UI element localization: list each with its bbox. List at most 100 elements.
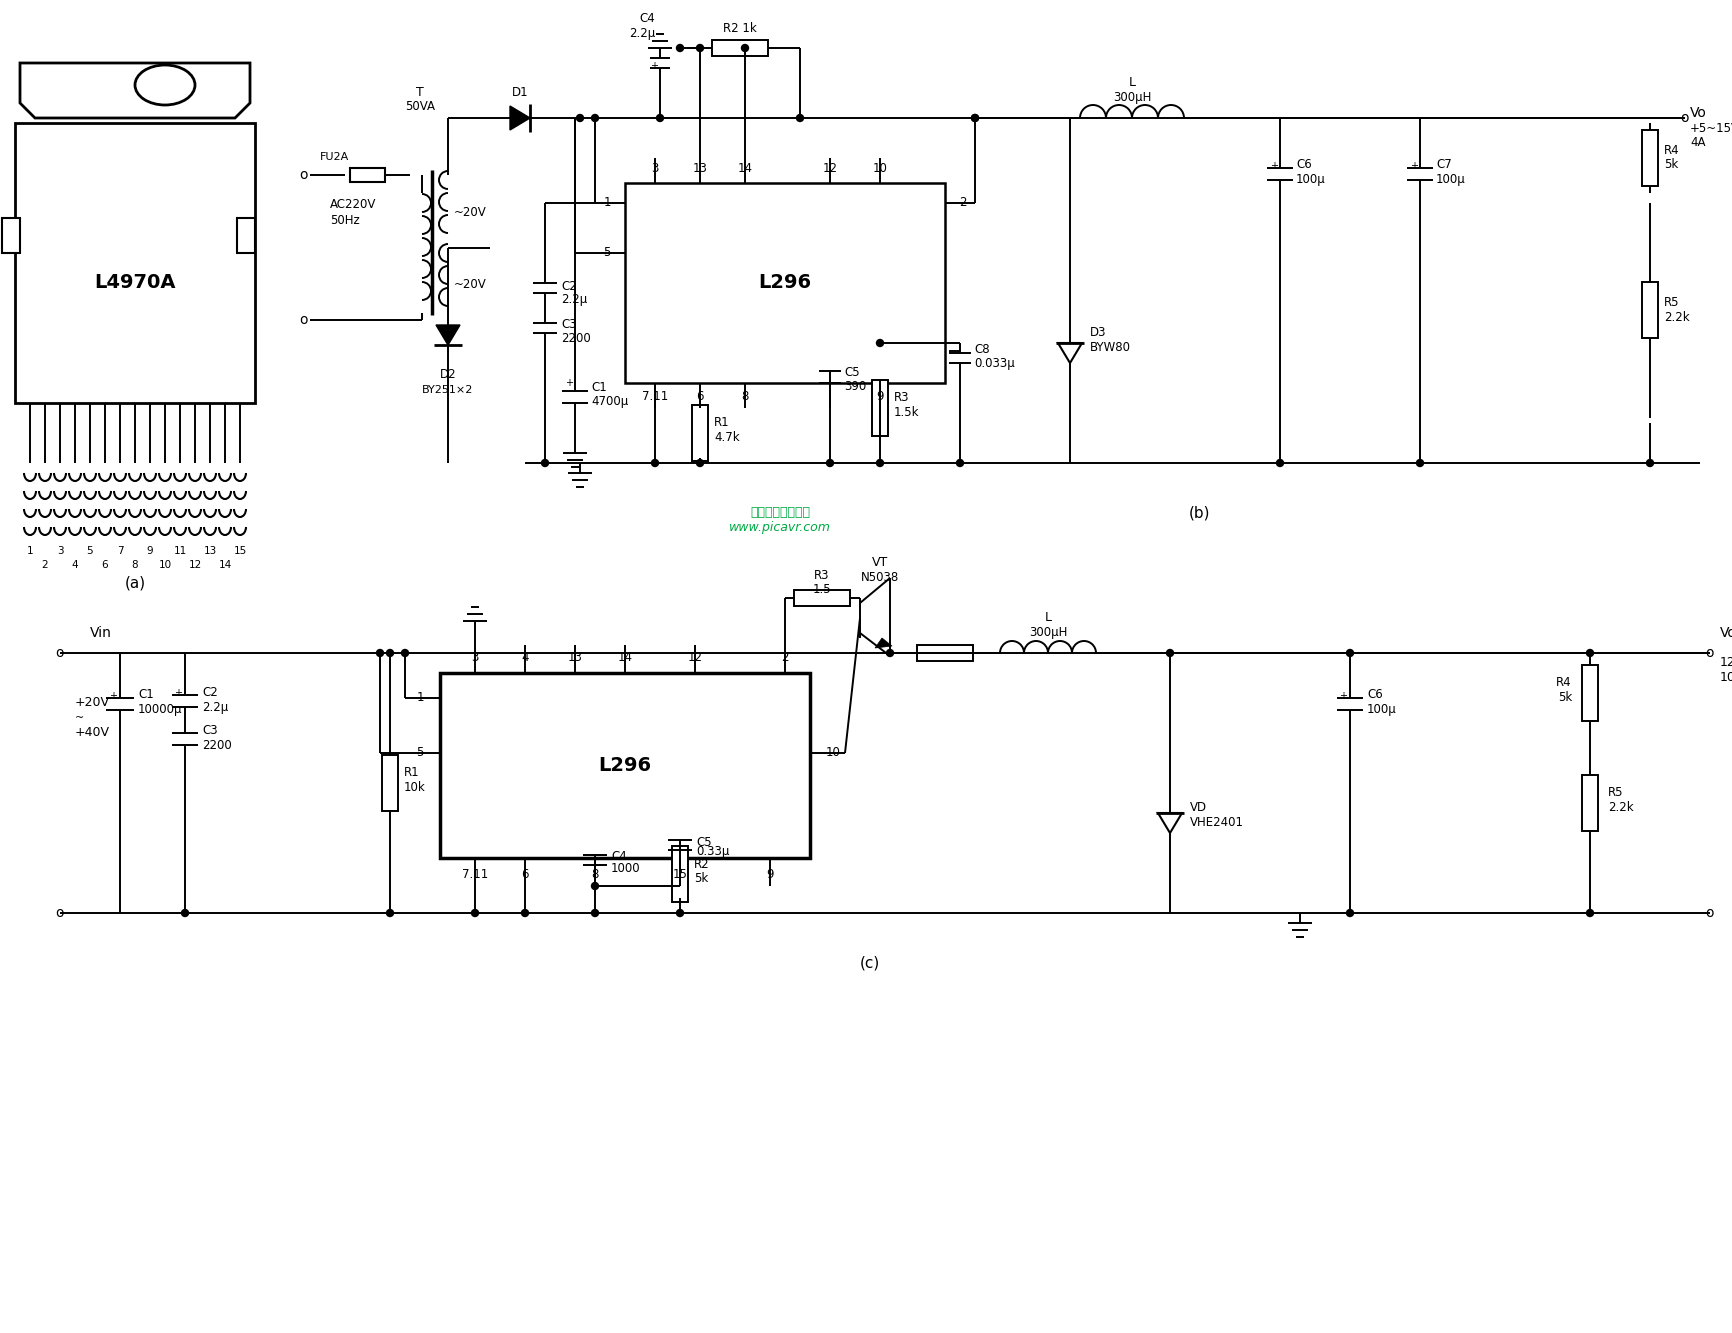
Text: 2.2k: 2.2k (1607, 801, 1633, 814)
Text: 1: 1 (416, 692, 424, 705)
Text: +: + (1270, 161, 1276, 171)
Circle shape (696, 44, 703, 52)
Bar (1581, 774, 1597, 830)
Text: C6: C6 (1296, 159, 1311, 172)
Text: 8: 8 (741, 391, 748, 404)
Text: R5: R5 (1607, 786, 1623, 800)
Text: 2.2μ: 2.2μ (629, 27, 655, 40)
Text: 4: 4 (521, 652, 528, 664)
Text: L: L (1044, 612, 1051, 624)
Text: VHE2401: VHE2401 (1190, 817, 1244, 829)
Circle shape (696, 460, 703, 467)
Bar (625, 183, 944, 383)
Circle shape (876, 460, 883, 467)
Polygon shape (436, 325, 459, 345)
Text: 12: 12 (189, 560, 201, 571)
Text: o: o (1704, 906, 1713, 920)
Circle shape (376, 649, 383, 656)
Bar (350, 168, 385, 183)
Text: 10k: 10k (404, 781, 426, 794)
Text: C7: C7 (1436, 159, 1451, 172)
Text: +40V: +40V (74, 726, 109, 740)
Circle shape (797, 115, 804, 121)
Text: +: + (565, 379, 573, 388)
Text: 12: 12 (823, 163, 837, 176)
Circle shape (741, 44, 748, 52)
Text: 13: 13 (693, 163, 707, 176)
Text: (c): (c) (859, 956, 880, 970)
Text: 13: 13 (568, 652, 582, 664)
Text: o: o (300, 313, 308, 327)
Circle shape (471, 909, 478, 917)
Circle shape (386, 649, 393, 656)
Text: 9: 9 (147, 547, 152, 556)
Text: 东图单片机学习网: 东图单片机学习网 (750, 507, 809, 520)
Text: 2200: 2200 (561, 332, 591, 345)
Text: 6: 6 (696, 391, 703, 404)
Text: 8: 8 (591, 868, 598, 881)
Text: L296: L296 (598, 757, 651, 776)
Bar (691, 405, 708, 461)
Circle shape (675, 44, 682, 52)
Text: +: + (650, 61, 658, 71)
Text: C1: C1 (139, 689, 154, 701)
Text: 2.2μ: 2.2μ (203, 701, 229, 714)
Bar (1640, 131, 1658, 187)
Text: C3: C3 (203, 725, 218, 737)
Text: BY251×2: BY251×2 (423, 385, 473, 395)
Text: D2: D2 (440, 368, 456, 381)
Text: 4.7k: 4.7k (714, 432, 740, 444)
Circle shape (876, 340, 883, 347)
Text: VD: VD (1190, 801, 1207, 814)
Circle shape (577, 115, 584, 121)
Text: 10: 10 (826, 746, 840, 760)
Text: 14: 14 (617, 652, 632, 664)
Text: o: o (1680, 111, 1689, 125)
Text: C1: C1 (591, 381, 606, 395)
Polygon shape (875, 639, 892, 648)
Circle shape (591, 909, 598, 917)
Text: 4: 4 (71, 560, 78, 571)
Bar (1640, 283, 1658, 339)
Text: 100μ: 100μ (1296, 172, 1325, 185)
Text: +: + (1339, 690, 1346, 701)
Text: 100μ: 100μ (1367, 704, 1396, 717)
Circle shape (591, 115, 598, 121)
Text: Vo: Vo (1718, 627, 1732, 640)
Circle shape (675, 909, 682, 917)
Polygon shape (509, 107, 530, 131)
Circle shape (402, 649, 409, 656)
Text: 2200: 2200 (203, 740, 232, 753)
Circle shape (386, 909, 393, 917)
Text: 10000μ: 10000μ (139, 704, 182, 717)
Text: 1.5: 1.5 (812, 584, 831, 596)
Text: R1: R1 (714, 416, 729, 429)
Text: 15: 15 (672, 868, 688, 881)
Text: C8: C8 (973, 344, 989, 356)
Text: 5: 5 (87, 547, 94, 556)
Text: 15: 15 (234, 547, 246, 556)
Text: R1: R1 (404, 766, 419, 780)
Text: 2: 2 (781, 652, 788, 664)
Text: 1.5k: 1.5k (894, 407, 920, 420)
Text: R3: R3 (814, 569, 830, 583)
Text: 0.033μ: 0.033μ (973, 357, 1015, 371)
Text: R2: R2 (693, 857, 708, 870)
Text: VT: VT (871, 556, 887, 569)
Bar (916, 645, 972, 661)
Text: o: o (55, 647, 64, 660)
Text: D1: D1 (511, 87, 528, 100)
Circle shape (182, 909, 189, 917)
Text: 2.2μ: 2.2μ (561, 292, 587, 305)
Text: 300μH: 300μH (1029, 627, 1067, 640)
Circle shape (826, 460, 833, 467)
Circle shape (1645, 460, 1652, 467)
Text: 50VA: 50VA (405, 100, 435, 112)
Text: 4700μ: 4700μ (591, 396, 629, 408)
Circle shape (1415, 460, 1422, 467)
Bar (793, 591, 850, 607)
Circle shape (956, 460, 963, 467)
Circle shape (656, 115, 663, 121)
Text: C2: C2 (561, 280, 577, 292)
Text: (b): (b) (1188, 505, 1211, 520)
